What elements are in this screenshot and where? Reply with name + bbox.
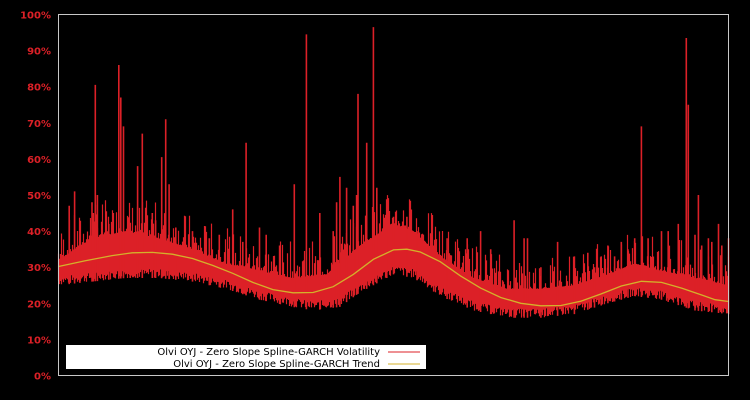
y-tick-label: 60%: [27, 155, 51, 166]
legend-box: [66, 345, 426, 369]
y-tick-label: 90%: [27, 47, 51, 58]
y-tick-label: 30%: [27, 263, 51, 274]
y-tick-label: 0%: [34, 372, 51, 383]
y-tick-label: 80%: [27, 83, 51, 94]
plot-frame: [58, 14, 729, 376]
trend-line-path: [58, 248, 729, 307]
volatility-series: [57, 27, 730, 318]
y-tick-label: 10%: [27, 335, 51, 346]
trend-series: [58, 248, 729, 307]
y-tick-label: 50%: [27, 191, 51, 202]
y-tick-label: 20%: [27, 299, 51, 310]
legend-label-trend: Olvi OYJ - Zero Slope Spline-GARCH Trend: [173, 359, 380, 370]
y-tick-label: 70%: [27, 119, 51, 130]
y-axis: 0% 10% 20% 30% 40% 50% 60% 70% 80% 90% 100%: [20, 11, 51, 383]
y-tick-label: 100%: [20, 11, 51, 22]
y-tick-label: 40%: [27, 227, 51, 238]
legend: Olvi OYJ - Zero Slope Spline-GARCH Volat…: [66, 345, 426, 370]
volatility-spikes: [68, 27, 730, 318]
plot-area: [57, 27, 730, 318]
legend-label-volatility: Olvi OYJ - Zero Slope Spline-GARCH Volat…: [157, 347, 380, 358]
